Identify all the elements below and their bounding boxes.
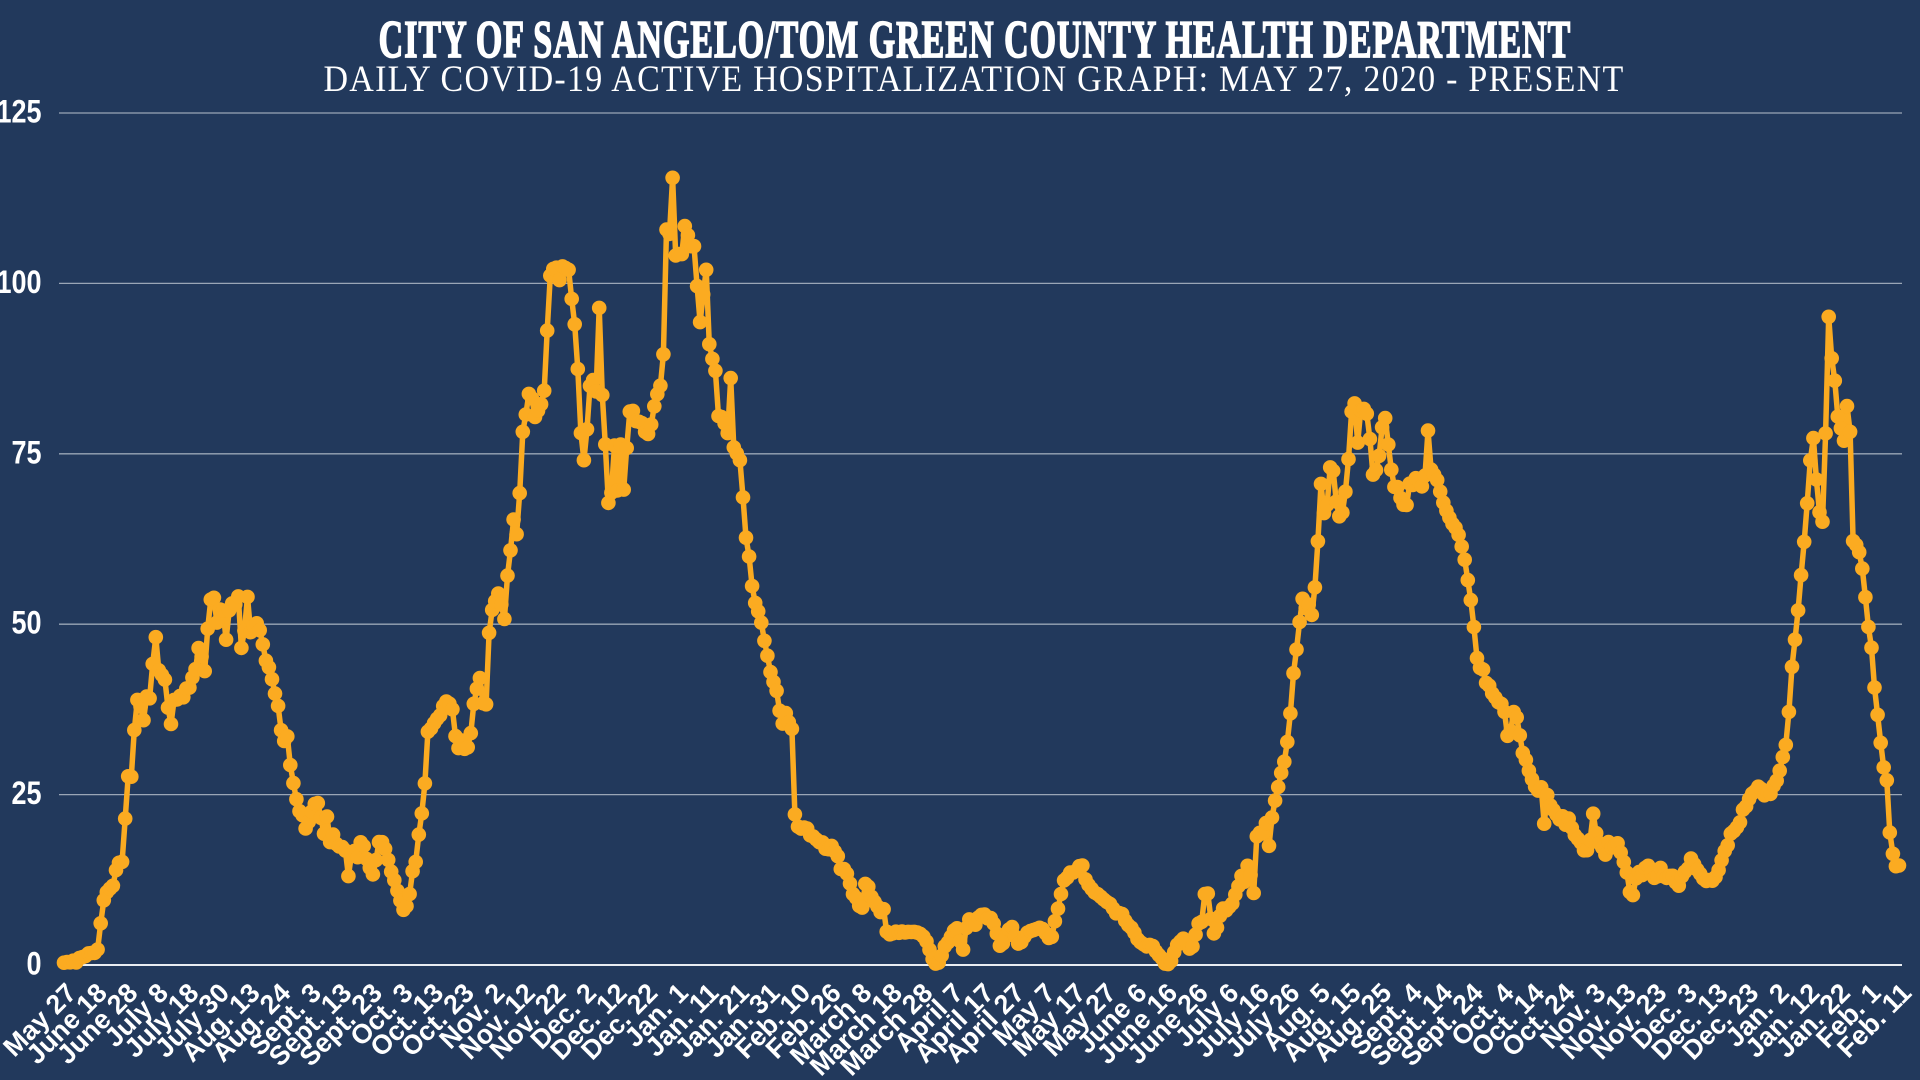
svg-text:CITY OF SAN ANGELO/TOM GREEN C: CITY OF SAN ANGELO/TOM GREEN COUNTY HEAL… xyxy=(379,9,1572,69)
svg-text:125: 125 xyxy=(0,94,42,130)
svg-text:75: 75 xyxy=(11,435,41,471)
svg-text:100: 100 xyxy=(0,265,42,301)
svg-text:50: 50 xyxy=(11,605,41,641)
svg-text:DAILY COVID-19 ACTIVE HOSPITAL: DAILY COVID-19 ACTIVE HOSPITALIZATION GR… xyxy=(324,58,1625,100)
svg-text:25: 25 xyxy=(11,776,41,812)
svg-text:0: 0 xyxy=(26,946,41,982)
